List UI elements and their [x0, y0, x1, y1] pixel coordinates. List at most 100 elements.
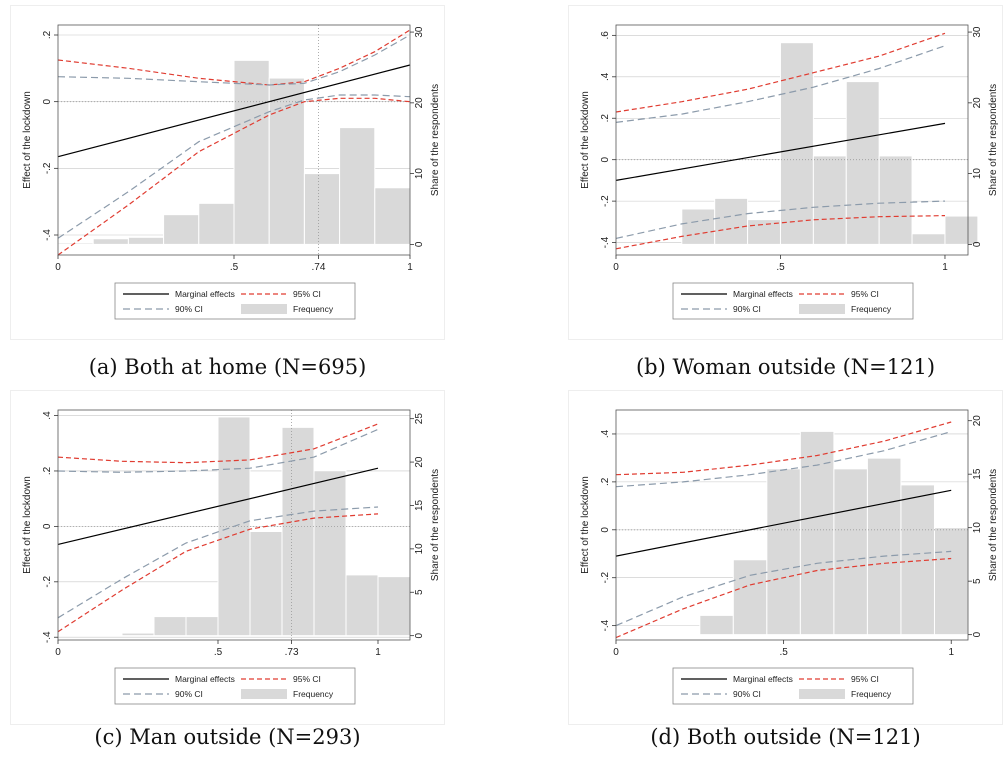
- histogram-bar: [714, 197, 749, 245]
- y-tick-label: -.2: [600, 571, 611, 583]
- y2-axis-title: Share of the respondents: [988, 84, 999, 196]
- y2-axis-title: Share of the respondents: [430, 469, 441, 581]
- series-line-ci90: [57, 34, 411, 86]
- plot-frame: [615, 409, 969, 641]
- x-tick-label: 0: [613, 647, 619, 658]
- y-tick-label: .2: [600, 114, 611, 123]
- histogram-bar: [681, 208, 716, 245]
- y2-tick-label: 5: [414, 589, 425, 595]
- y-tick-label: -.2: [600, 195, 611, 207]
- histogram-bar: [268, 77, 305, 245]
- y2-tick-label: 20: [414, 97, 425, 109]
- y-axis-title: Effect of the lockdown: [580, 476, 591, 574]
- y-tick-label: .6: [600, 31, 611, 40]
- series-line-ci90: [615, 45, 946, 123]
- series-line-ci90: [615, 431, 952, 488]
- histogram-bar: [933, 527, 969, 636]
- legend-label-ci90: 90% CI: [175, 689, 203, 699]
- series-line-ci95: [615, 215, 946, 250]
- legend-label-marginal: Marginal effects: [175, 289, 235, 299]
- x-tick-label: .5: [230, 262, 239, 273]
- series-line-marginal: [57, 64, 411, 158]
- series-line-marginal: [615, 489, 952, 557]
- y-tick-label: 0: [42, 523, 53, 529]
- histogram-bar: [944, 215, 979, 245]
- x-tick-label: 1: [407, 262, 413, 273]
- legend-swatch-frequency: [241, 689, 287, 699]
- caption-d: (d) Both outside (N=121): [650, 725, 921, 749]
- histogram-bar: [233, 59, 270, 245]
- histogram-bar: [313, 470, 347, 637]
- chart-a-svg: 0 .5 .74 1 -.4 -.2 0 .2 0 10 20 30 Effect of the loc…: [10, 5, 445, 340]
- histogram-bar: [153, 616, 187, 637]
- legend-box: [114, 282, 356, 320]
- legend-swatch-frequency: [799, 689, 845, 699]
- y2-tick-label: 0: [414, 632, 425, 638]
- x-tick-label: .74: [312, 262, 326, 273]
- histogram-bar: [281, 426, 315, 637]
- histogram-bar: [92, 238, 129, 245]
- x-tick-label: 0: [613, 262, 619, 273]
- y-tick-label: .4: [600, 72, 611, 81]
- histogram-bar: [303, 173, 341, 245]
- x-tick-label: 1: [948, 647, 954, 658]
- chart-panel-b: 0 .5 1 -.4 -.2 0 .2 .4 .6 0 10 20 30 Effect of the lo…: [568, 5, 1003, 340]
- histogram-bar: [127, 236, 165, 245]
- legend-swatch-frequency: [799, 304, 845, 314]
- y-tick-label: .4: [42, 411, 53, 420]
- series-line-ci95: [615, 32, 946, 113]
- y-tick-label: 0: [42, 98, 53, 104]
- y-tick-label: -.4: [42, 631, 53, 643]
- x-tick-label: .5: [779, 647, 788, 658]
- y2-tick-label: 20: [414, 456, 425, 468]
- y2-tick-label: 15: [414, 499, 425, 511]
- legend-label-frequency: Frequency: [851, 689, 892, 699]
- series-line-ci95: [615, 421, 952, 476]
- histogram-bar: [249, 531, 283, 637]
- y-tick-label: .4: [600, 429, 611, 438]
- series-line-ci90: [57, 428, 379, 473]
- y-axis-title: Effect of the lockdown: [580, 91, 591, 189]
- x-tick-label: 0: [55, 262, 61, 273]
- chart-d-svg: 0 .5 1 -.4 -.2 0 .2 .4 0 5 10 15 20 Effect of the loc…: [568, 390, 1003, 725]
- plot-frame: [615, 24, 969, 256]
- x-tick-label: .5: [214, 647, 223, 658]
- x-tick-label: .5: [776, 262, 785, 273]
- y-axis-title: Effect of the lockdown: [22, 91, 33, 189]
- histogram-bar: [732, 559, 768, 636]
- series-line-ci90: [615, 550, 952, 627]
- histogram-bar: [779, 42, 814, 245]
- chart-panel-d: 0 .5 1 -.4 -.2 0 .2 .4 0 5 10 15 20 Effect of the loc…: [568, 390, 1003, 725]
- legend-box: [672, 667, 914, 705]
- y-tick-label: -.4: [42, 229, 53, 241]
- y2-tick-label: 10: [414, 168, 425, 180]
- y-tick-label: .2: [600, 477, 611, 486]
- y-tick-label: -.2: [42, 162, 53, 174]
- y-tick-label: -.4: [600, 619, 611, 631]
- plot-frame: [57, 409, 411, 641]
- y2-tick-label: 0: [972, 241, 983, 247]
- histogram-bar: [766, 468, 801, 636]
- y-axis-title: Effect of the lockdown: [22, 476, 33, 574]
- histogram-bar: [121, 632, 155, 637]
- legend-box: [672, 282, 914, 320]
- series-line-marginal: [57, 467, 379, 545]
- y2-tick-label: 10: [972, 168, 983, 180]
- legend-label-frequency: Frequency: [851, 304, 892, 314]
- legend-label-ci90: 90% CI: [733, 689, 761, 699]
- y2-axis-title: Share of the respondents: [430, 84, 441, 196]
- legend-label-frequency: Frequency: [293, 304, 334, 314]
- histogram-bar: [185, 616, 219, 637]
- y2-tick-label: 25: [414, 413, 425, 425]
- series-line-ci95: [57, 29, 411, 86]
- x-tick-label: 1: [375, 647, 381, 658]
- caption-b: (b) Woman outside (N=121): [635, 355, 936, 379]
- y-tick-label: .2: [42, 30, 53, 39]
- histogram-bar: [799, 430, 835, 636]
- histogram-bar: [377, 576, 411, 637]
- chart-c-svg: 0 .5 .73 1 -.4 -.2 0 .2 .4 0 5 10 15 20 25 Effect of th…: [10, 390, 445, 725]
- legend-label-frequency: Frequency: [293, 689, 334, 699]
- chart-panel-a: 0 .5 .74 1 -.4 -.2 0 .2 0 10 20 30 Effect of the loc…: [10, 5, 445, 340]
- y2-tick-label: 15: [972, 468, 983, 480]
- x-tick-label: 1: [942, 262, 948, 273]
